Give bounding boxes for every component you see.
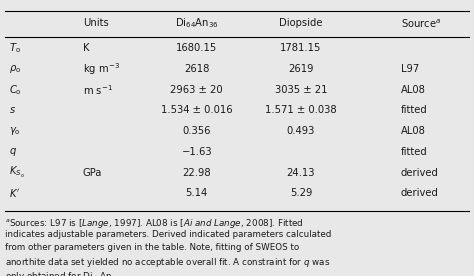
Text: 22.98: 22.98: [182, 168, 211, 177]
Text: 1.534 ± 0.016: 1.534 ± 0.016: [161, 105, 233, 115]
Text: derived: derived: [401, 168, 438, 177]
Text: Diopside: Diopside: [279, 18, 323, 28]
Text: derived: derived: [401, 188, 438, 198]
Text: $K'$: $K'$: [9, 187, 21, 199]
Text: 2619: 2619: [288, 64, 314, 74]
Text: $^a$Sources: L97 is [$\mathit{Lange}$, 1997]. AL08 is [$\mathit{Ai\ and\ Lange}$: $^a$Sources: L97 is [$\mathit{Lange}$, 1…: [5, 217, 303, 230]
Text: 2618: 2618: [184, 64, 210, 74]
Text: $q$: $q$: [9, 146, 18, 158]
Text: AL08: AL08: [401, 126, 425, 136]
Text: 24.13: 24.13: [287, 168, 315, 177]
Text: 3035 ± 21: 3035 ± 21: [275, 85, 327, 95]
Text: kg m$^{-3}$: kg m$^{-3}$: [83, 61, 120, 77]
Text: $\rho_{\rm o}$: $\rho_{\rm o}$: [9, 63, 22, 75]
Text: $s$: $s$: [9, 105, 17, 115]
Text: $T_{\rm o}$: $T_{\rm o}$: [9, 41, 21, 55]
Text: L97: L97: [401, 64, 419, 74]
Text: fitted: fitted: [401, 147, 427, 157]
Text: −1.63: −1.63: [182, 147, 212, 157]
Text: only obtained for Di$_{64}$An$_{36}$.: only obtained for Di$_{64}$An$_{36}$.: [5, 270, 123, 276]
Text: 0.356: 0.356: [182, 126, 211, 136]
Text: 2963 ± 20: 2963 ± 20: [170, 85, 223, 95]
Text: fitted: fitted: [401, 105, 427, 115]
Text: Source$^a$: Source$^a$: [401, 17, 441, 30]
Text: 5.29: 5.29: [290, 188, 312, 198]
Text: $C_{\rm o}$: $C_{\rm o}$: [9, 83, 22, 97]
Text: m s$^{-1}$: m s$^{-1}$: [83, 83, 113, 97]
Text: AL08: AL08: [401, 85, 425, 95]
Text: $\gamma_{\rm o}$: $\gamma_{\rm o}$: [9, 125, 21, 137]
Text: indicates adjustable parameters. Derived indicated parameters calculated: indicates adjustable parameters. Derived…: [5, 230, 331, 239]
Text: 1680.15: 1680.15: [176, 43, 218, 53]
Text: 1781.15: 1781.15: [280, 43, 322, 53]
Text: $K_{S_{\rm o}}$: $K_{S_{\rm o}}$: [9, 165, 25, 180]
Text: Di$_{64}$An$_{36}$: Di$_{64}$An$_{36}$: [175, 17, 219, 30]
Text: 1.571 ± 0.038: 1.571 ± 0.038: [265, 105, 337, 115]
Text: anorthite data set yielded no acceptable overall fit. A constraint for $q$ was: anorthite data set yielded no acceptable…: [5, 256, 330, 269]
Text: K: K: [83, 43, 90, 53]
Text: GPa: GPa: [83, 168, 102, 177]
Text: 5.14: 5.14: [186, 188, 208, 198]
Text: Units: Units: [83, 18, 109, 28]
Text: from other parameters given in the table. Note, fitting of SWEOS to: from other parameters given in the table…: [5, 243, 299, 252]
Text: 0.493: 0.493: [287, 126, 315, 136]
